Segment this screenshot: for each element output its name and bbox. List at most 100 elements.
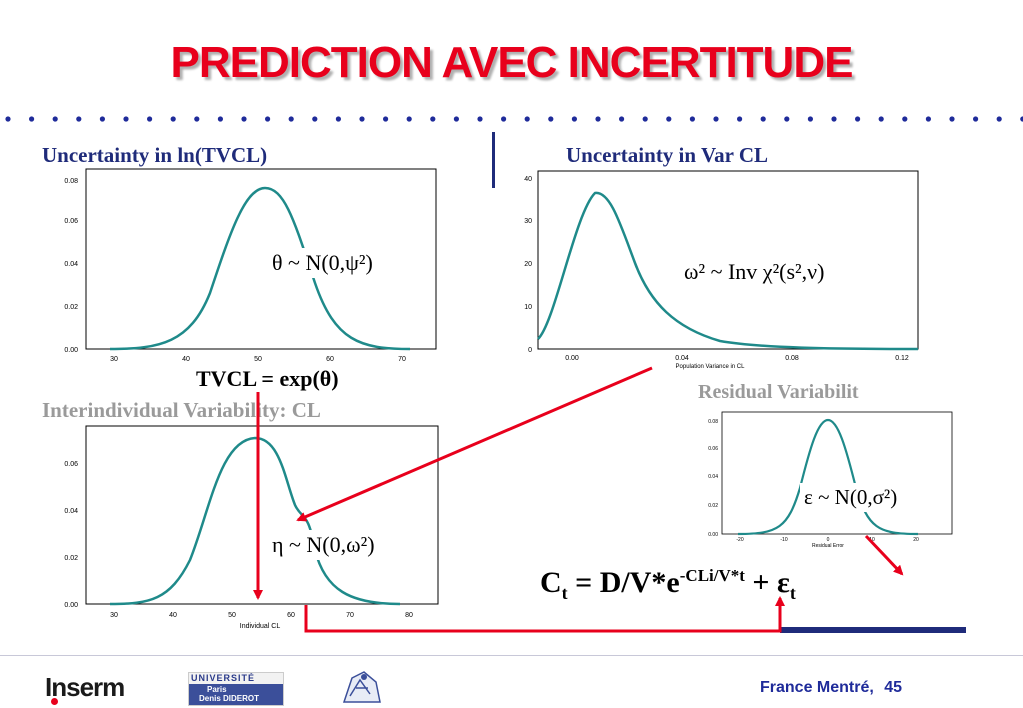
separator-dot (666, 116, 672, 122)
tr-xtick-0: 0.00 (565, 355, 579, 362)
tr-ytick-4: 40 (524, 176, 532, 183)
eq-exponent: -CLi/V*t (679, 566, 745, 585)
br-xtick-3: 10 (869, 537, 875, 543)
separator-dot (194, 116, 200, 122)
eq-eps-sub: t (789, 583, 796, 603)
separator-dot (973, 116, 979, 122)
separator-dot (1020, 116, 1023, 122)
arrow-individual-to-equation (304, 596, 785, 633)
separator-dot (359, 116, 365, 122)
tr-xtick-1: 0.04 (675, 355, 689, 362)
plot-individual-cl: 0.00 0.02 0.04 0.06 30 40 50 60 70 80 In… (64, 425, 439, 630)
plot-residual-error: 0.00 0.02 0.04 0.06 0.08 -20 -10 0 10 20… (708, 411, 953, 549)
footer-credit: France Mentré, 45 (760, 679, 902, 697)
separator-dot (902, 116, 908, 122)
tr-density-curve (537, 191, 919, 351)
dotted-separator (5, 116, 1023, 122)
footer-divider (0, 655, 1023, 656)
bl-density-curve (109, 436, 401, 606)
tl-xtick-2: 50 (254, 356, 262, 363)
separator-dot (501, 116, 507, 122)
separator-dot (855, 116, 861, 122)
tl-ytick-3: 0.06 (64, 218, 78, 225)
br-ytick-2: 0.04 (708, 474, 718, 480)
bl-xtick-5: 80 (405, 612, 413, 619)
separator-dot (383, 116, 389, 122)
br-ytick-1: 0.02 (708, 503, 718, 509)
separator-dot (312, 116, 318, 122)
tr-ytick-2: 20 (524, 261, 532, 268)
tr-xlabel: Population Variance in CL (676, 364, 746, 370)
br-ytick-4: 0.08 (708, 419, 718, 425)
separator-dot (713, 116, 719, 122)
tr-xtick-3: 0.12 (895, 355, 909, 362)
panel-heading-residual: Residual Variabilit (698, 381, 859, 403)
separator-dot (430, 116, 436, 122)
separator-dot (477, 116, 483, 122)
slide-title: PREDICTION AVEC INCERTITUDE (170, 38, 854, 87)
tr-xtick-2: 0.08 (785, 355, 799, 362)
tl-ytick-0: 0.00 (64, 347, 78, 354)
arrow-residual-to-epsilon (864, 534, 904, 576)
author-name: France Mentré, (760, 679, 874, 696)
separator-dot (595, 116, 601, 122)
br-xtick-1: -10 (780, 537, 787, 543)
separator-dot (406, 116, 412, 122)
br-ytick-0: 0.00 (708, 532, 718, 538)
separator-dot (217, 116, 223, 122)
br-density-curve (737, 418, 919, 536)
separator-dot (878, 116, 884, 122)
separator-dot (52, 116, 58, 122)
plot-tvcl: 0.00 0.02 0.04 0.06 0.08 30 40 50 60 70 (64, 168, 437, 363)
separator-dot (831, 116, 837, 122)
panel-heading-tvcl: Uncertainty in ln(TVCL) (42, 143, 268, 167)
separator-dot (760, 116, 766, 122)
tl-ytick-4: 0.08 (64, 178, 78, 185)
br-xtick-4: 20 (913, 537, 919, 543)
separator-dot (642, 116, 648, 122)
tl-density-curve (109, 186, 411, 351)
formula-eta: η ~ N(0,ω²) (268, 530, 379, 560)
panel-heading-interindividual: Interindividual Variability: CL (42, 398, 321, 422)
separator-dot (170, 116, 176, 122)
separator-dot (619, 116, 625, 122)
br-xlabel: Residual Error (812, 543, 844, 549)
accent-bar (780, 627, 966, 633)
tr-ytick-0: 0 (528, 347, 532, 354)
eq-plus: + ε (744, 566, 790, 599)
separator-dot (524, 116, 530, 122)
univ-logo-band (189, 684, 283, 705)
bl-xtick-0: 30 (110, 612, 118, 619)
bl-xtick-1: 40 (169, 612, 177, 619)
arrow-variance-to-eta (296, 366, 653, 522)
separator-dot (241, 116, 247, 122)
bl-xtick-4: 70 (346, 612, 354, 619)
bl-xtick-3: 60 (287, 612, 295, 619)
tl-xtick-4: 70 (398, 356, 406, 363)
page-number: 45 (884, 679, 903, 696)
univ-logo-line1: Paris (207, 685, 227, 694)
tl-xtick-1: 40 (182, 356, 190, 363)
tr-ytick-1: 10 (524, 304, 532, 311)
tl-ytick-2: 0.04 (64, 261, 78, 268)
formula-theta: θ ~ N(0,ψ²) (268, 248, 377, 278)
br-xtick-2: 0 (827, 537, 830, 543)
separator-dot (99, 116, 105, 122)
inserm-logo: Inserm (45, 672, 125, 702)
separator-dot (5, 116, 11, 122)
bl-ytick-0: 0.00 (64, 602, 78, 609)
tl-xtick-0: 30 (110, 356, 118, 363)
separator-dot (29, 116, 35, 122)
eq-mid: = D/V*e (567, 566, 680, 599)
separator-dot (996, 116, 1002, 122)
separator-dot (335, 116, 341, 122)
plot-varcl: 0 10 20 30 40 0.00 0.04 0.08 0.12 Popula… (524, 170, 919, 370)
divider-bar (492, 132, 495, 188)
separator-dot (949, 116, 955, 122)
separator-dot (925, 116, 932, 122)
univ-logo-top: UNIVERSITÉ (191, 673, 256, 683)
eq-lhs: C (540, 566, 562, 599)
bl-xtick-2: 50 (228, 612, 236, 619)
equation-tvcl: TVCL = exp(θ) (196, 366, 339, 391)
separator-dot (571, 116, 578, 122)
